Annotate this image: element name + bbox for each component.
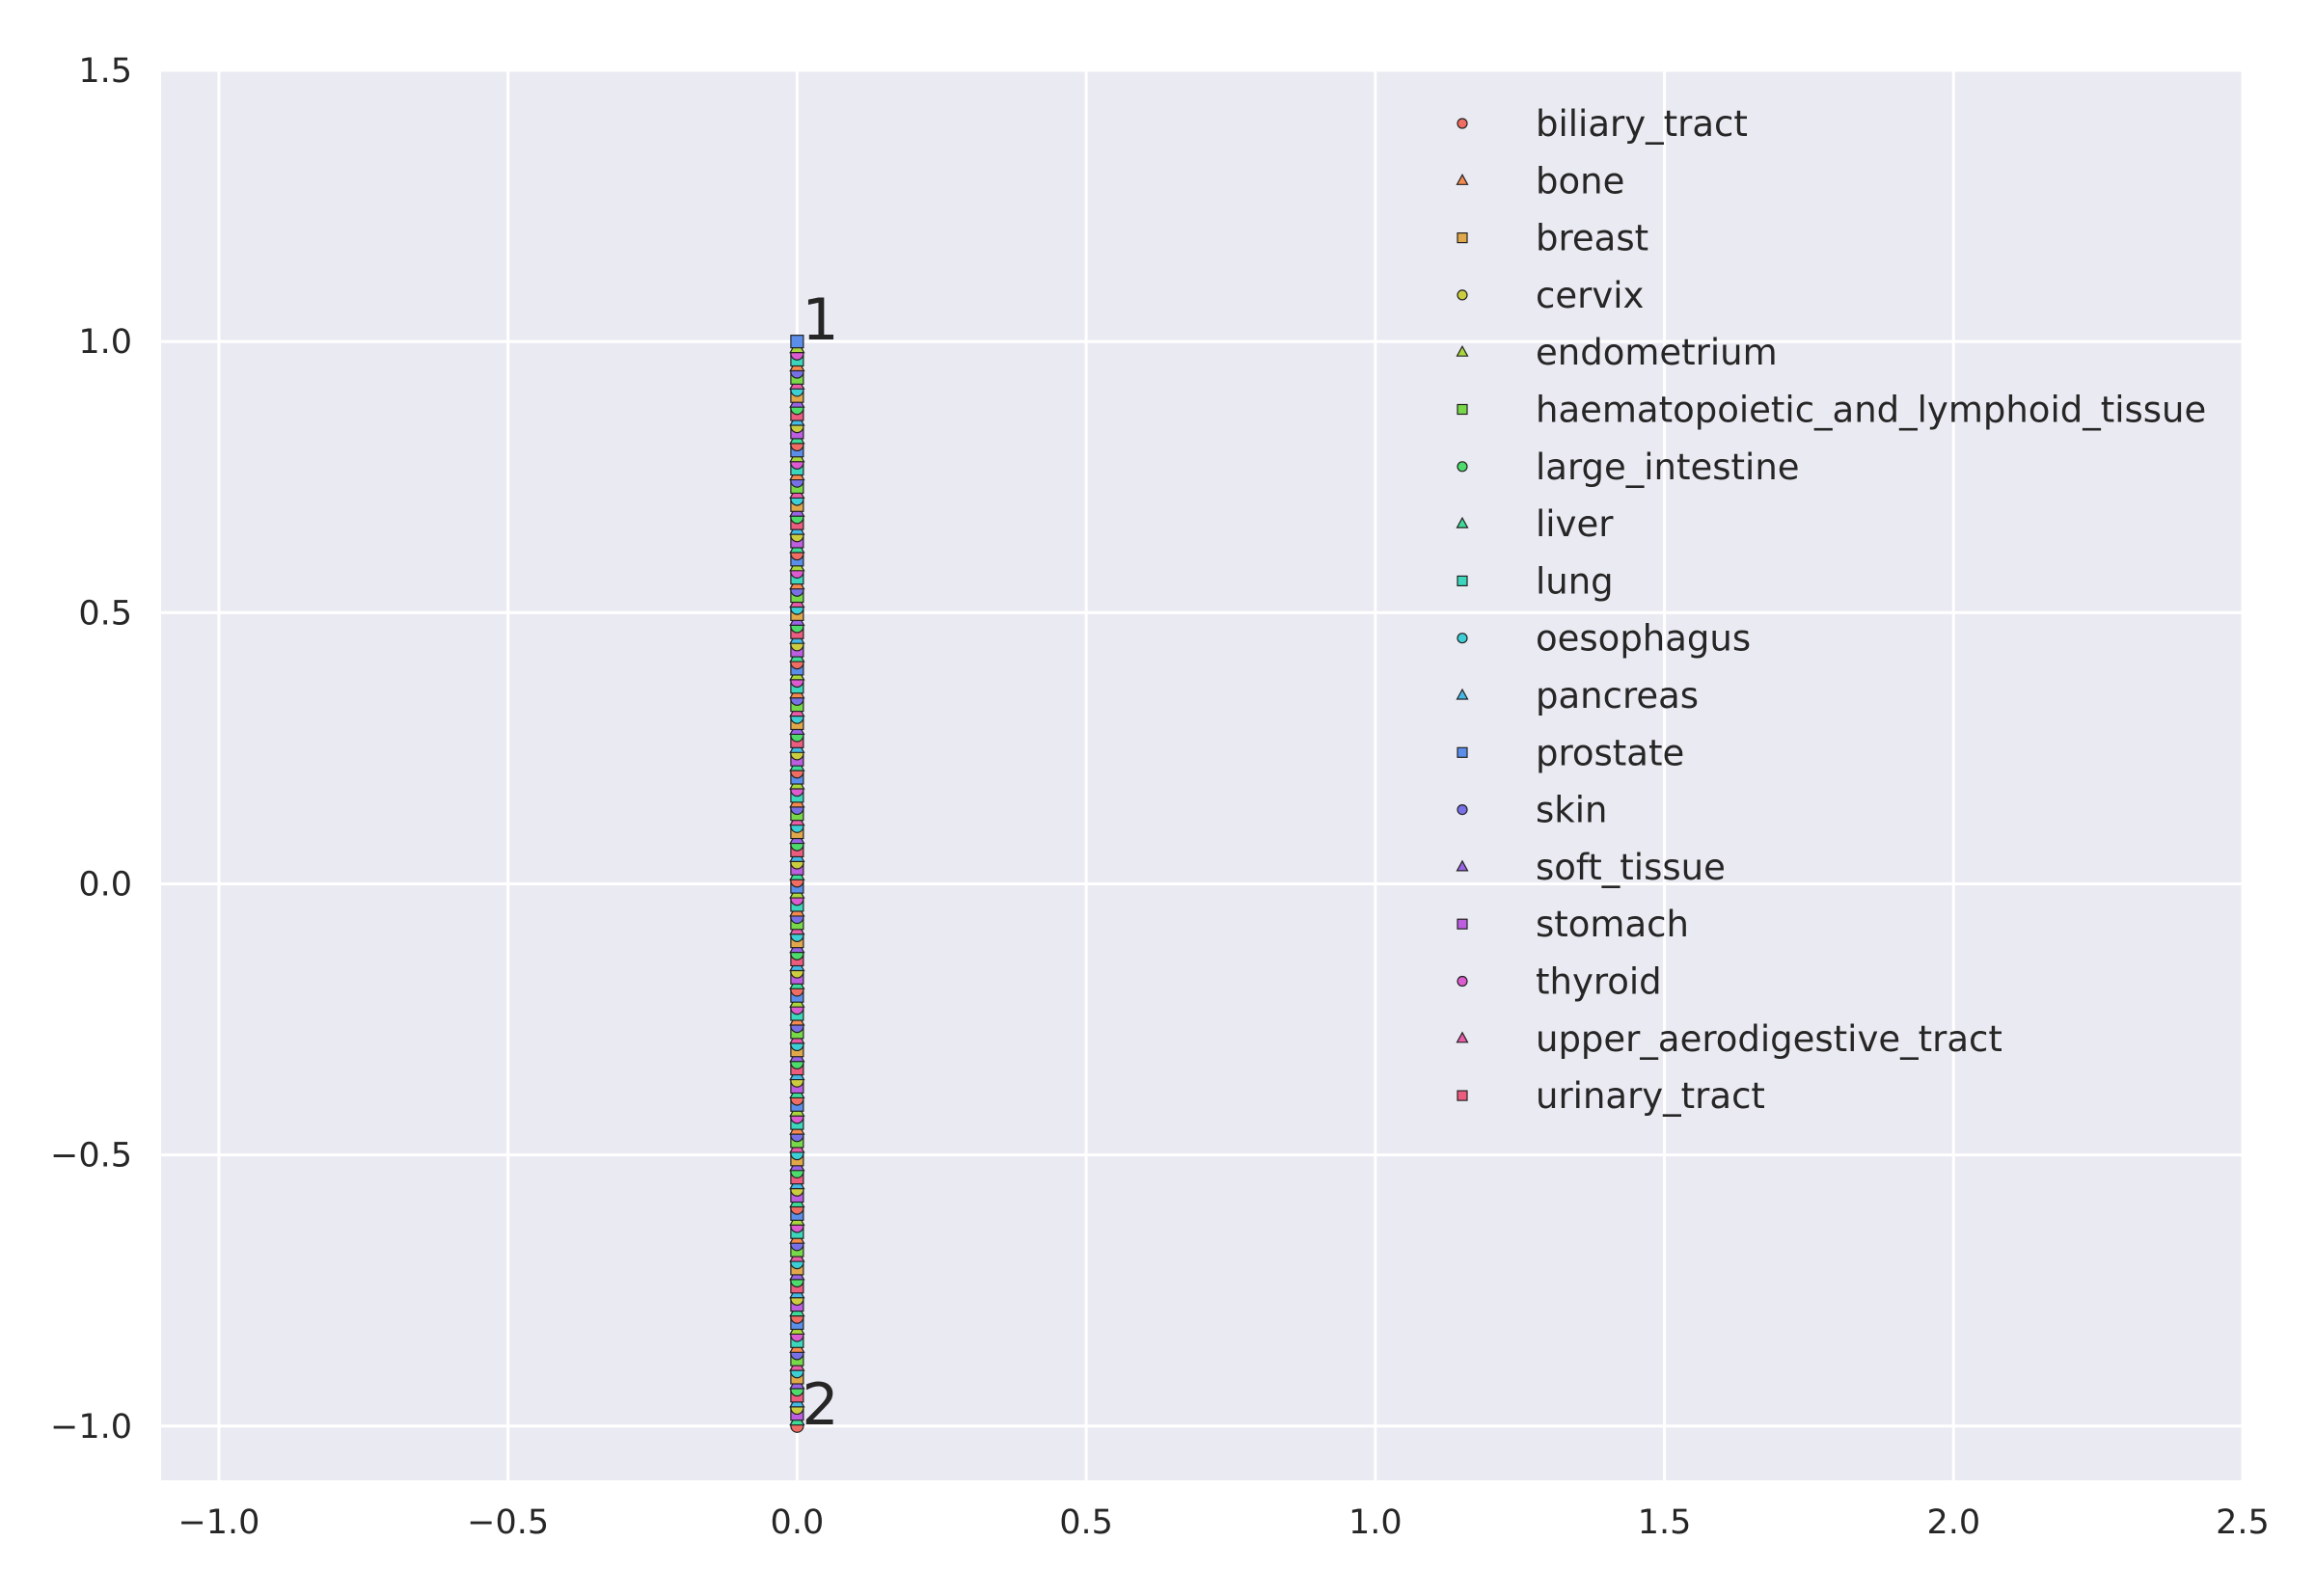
legend-entry-label: cervix bbox=[1536, 275, 1644, 316]
x-tick-label: 1.5 bbox=[1638, 1503, 1692, 1542]
legend-marker bbox=[1456, 1031, 1469, 1043]
legend-marker bbox=[1456, 688, 1469, 700]
legend-entry-label: bone bbox=[1536, 160, 1624, 202]
legend-entry-label: oesophagus bbox=[1536, 618, 1751, 660]
x-tick-label: 1.0 bbox=[1348, 1503, 1403, 1542]
legend-entry-label: haematopoietic_and_lymphoid_tissue bbox=[1536, 390, 2206, 431]
plot-background bbox=[161, 70, 2243, 1480]
legend-marker bbox=[1457, 803, 1468, 816]
x-tick-label: −0.5 bbox=[467, 1503, 549, 1542]
point-annotation: 1 bbox=[802, 286, 838, 354]
y-tick-label: 1.0 bbox=[78, 323, 132, 362]
legend-entry-label: urinary_tract bbox=[1536, 1075, 1765, 1117]
legend-marker bbox=[1457, 1090, 1468, 1101]
legend-marker bbox=[1457, 918, 1468, 930]
x-tick-label: 0.5 bbox=[1059, 1503, 1113, 1542]
legend-marker bbox=[1457, 575, 1468, 587]
legend-entry-label: pancreas bbox=[1536, 675, 1699, 717]
legend-marker bbox=[1457, 403, 1468, 416]
data-points bbox=[789, 335, 805, 1433]
legend-entry-label: soft_tissue bbox=[1536, 847, 1726, 888]
legend-marker bbox=[1457, 633, 1468, 644]
legend-entry-label: liver bbox=[1536, 503, 1614, 545]
legend-marker bbox=[1456, 344, 1469, 357]
legend-marker bbox=[1457, 118, 1468, 129]
legend-marker bbox=[1457, 461, 1468, 473]
legend-marker bbox=[1456, 174, 1469, 185]
legend-marker bbox=[1456, 516, 1469, 528]
x-tick-label: 2.5 bbox=[2216, 1503, 2270, 1542]
grid-lines bbox=[161, 68, 2245, 1480]
x-tick-labels: −1.0 −0.5 0.0 0.5 1.0 1.5 2.0 2.5 bbox=[177, 1503, 2269, 1542]
legend-entry-label: large_intestine bbox=[1536, 446, 1800, 488]
legend-entry-label: stomach bbox=[1536, 904, 1689, 945]
point-annotation: 2 bbox=[802, 1371, 838, 1439]
y-tick-labels: −1.0 −0.5 0.0 0.5 1.0 1.5 bbox=[50, 52, 132, 1447]
legend-marker bbox=[1457, 975, 1468, 987]
y-tick-label: −0.5 bbox=[50, 1137, 132, 1176]
legend-marker bbox=[1457, 746, 1468, 758]
x-tick-label: 0.0 bbox=[771, 1503, 825, 1542]
x-tick-label: −1.0 bbox=[177, 1503, 259, 1542]
legend-entry-label: thyroid bbox=[1536, 961, 1662, 1003]
annotations: 12 bbox=[802, 286, 838, 1439]
legend-marker bbox=[1457, 289, 1468, 301]
legend-marker bbox=[1456, 859, 1469, 872]
x-tick-label: 2.0 bbox=[1926, 1503, 1980, 1542]
y-tick-label: 0.5 bbox=[78, 594, 132, 633]
legend-entry-label: upper_aerodigestive_tract bbox=[1536, 1018, 2002, 1060]
y-tick-label: −1.0 bbox=[50, 1408, 132, 1447]
y-tick-label: 1.5 bbox=[78, 52, 132, 91]
legend-entry-label: lung bbox=[1536, 560, 1614, 602]
legend-entry-label: breast bbox=[1536, 218, 1648, 259]
data-point bbox=[790, 335, 804, 349]
legend-entry-label: biliary_tract bbox=[1536, 103, 1748, 145]
legend-entry-label: prostate bbox=[1536, 732, 1684, 773]
legend-entry-label: endometrium bbox=[1536, 332, 1778, 373]
y-tick-label: 0.0 bbox=[78, 865, 132, 904]
legend-entry-label: skin bbox=[1536, 790, 1607, 831]
legend-marker bbox=[1457, 232, 1468, 244]
